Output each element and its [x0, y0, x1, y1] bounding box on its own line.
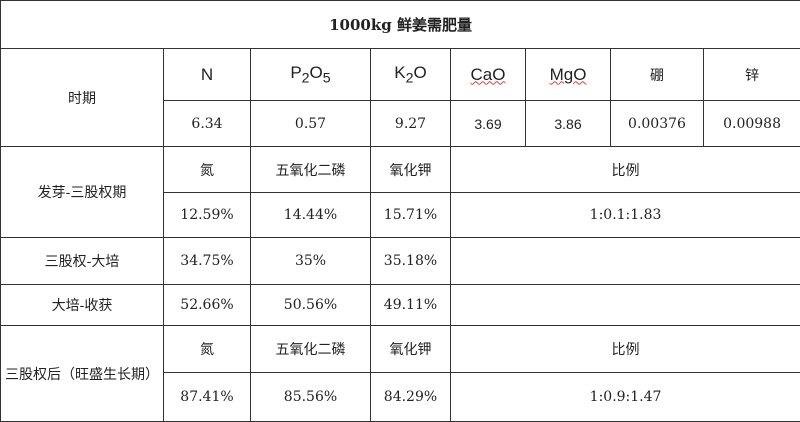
- value-k2o: 9.27: [371, 101, 451, 147]
- subheader-k: 氧化钾: [371, 326, 451, 373]
- subheader-ratio: 比例: [451, 147, 800, 193]
- period-cell: 三股权-大培: [1, 238, 164, 285]
- cell-n: 87.41%: [164, 373, 251, 422]
- cell-p: 14.44%: [251, 193, 371, 238]
- period-cell: 大培-收获: [1, 285, 164, 326]
- cell-k: 49.11%: [371, 285, 451, 326]
- cell-k: 84.29%: [371, 373, 451, 422]
- table-title: 1000kg 鲜姜需肥量: [1, 1, 800, 49]
- cell-empty: [451, 238, 800, 285]
- period-cell: 发芽-三股权期: [1, 147, 164, 238]
- header-mgo: MgO: [526, 49, 611, 101]
- header-cao: CaO: [451, 49, 526, 101]
- header-boron: 硼: [611, 49, 704, 101]
- cell-ratio: 1:0.1:1.83: [451, 193, 800, 238]
- value-mgo: 3.86: [526, 101, 611, 147]
- cell-p: 85.56%: [251, 373, 371, 422]
- cell-n: 12.59%: [164, 193, 251, 238]
- cell-p: 50.56%: [251, 285, 371, 326]
- subheader-p: 五氧化二磷: [251, 147, 371, 193]
- period-cell: 三股权后（旺盛生长期）: [1, 326, 164, 422]
- value-zinc: 0.00988: [704, 101, 800, 147]
- value-p2o5: 0.57: [251, 101, 371, 147]
- cell-empty: [451, 285, 800, 326]
- cell-ratio: 1:0.9:1.47: [451, 373, 800, 422]
- cell-n: 52.66%: [164, 285, 251, 326]
- subheader-n: 氮: [164, 147, 251, 193]
- value-boron: 0.00376: [611, 101, 704, 147]
- cell-p: 35%: [251, 238, 371, 285]
- header-n: N: [164, 49, 251, 101]
- subheader-p: 五氧化二磷: [251, 326, 371, 373]
- cell-n: 34.75%: [164, 238, 251, 285]
- value-cao: 3.69: [451, 101, 526, 147]
- value-n: 6.34: [164, 101, 251, 147]
- cell-k: 35.18%: [371, 238, 451, 285]
- header-zinc: 锌: [704, 49, 800, 101]
- header-p2o5: P2O5: [251, 49, 371, 101]
- header-k2o: K2O: [371, 49, 451, 101]
- subheader-k: 氧化钾: [371, 147, 451, 193]
- period-header: 时期: [1, 49, 164, 147]
- subheader-n: 氮: [164, 326, 251, 373]
- subheader-ratio: 比例: [451, 326, 800, 373]
- cell-k: 15.71%: [371, 193, 451, 238]
